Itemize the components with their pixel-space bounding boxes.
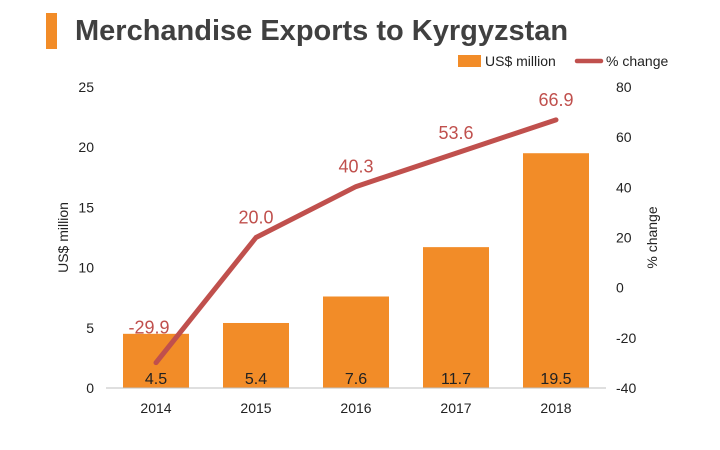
x-tick-label-2016: 2016 [340, 400, 371, 416]
bar-value-label-2016: 7.6 [345, 371, 367, 388]
line-value-label-2014: -29.9 [128, 318, 169, 338]
y-tick-label-25: 25 [78, 79, 94, 95]
y2-tick-label-40: 40 [616, 179, 632, 195]
y2-tick-label--40: -40 [616, 380, 636, 396]
bar-value-label-2018: 19.5 [540, 371, 571, 388]
legend-label-line: % change [606, 53, 668, 69]
line-value-label-2017: 53.6 [438, 123, 473, 143]
x-tick-label-2018: 2018 [540, 400, 571, 416]
y2-axis-title: % change [644, 206, 660, 268]
line-point-2015 [254, 236, 258, 239]
y2-tick-label-20: 20 [616, 230, 632, 246]
title-accent-bar [46, 13, 57, 49]
bar-2018 [523, 153, 589, 388]
chart-title: Merchandise Exports to Kyrgyzstan [75, 15, 569, 47]
y-tick-label-5: 5 [86, 320, 94, 336]
bar-value-label-2014: 4.5 [145, 371, 167, 388]
y2-tick-label-60: 60 [616, 129, 632, 145]
line-value-label-2016: 40.3 [338, 157, 373, 177]
x-tick-label-2017: 2017 [440, 400, 471, 416]
line-point-2016 [354, 185, 358, 189]
y-tick-label-0: 0 [86, 380, 94, 396]
bar-value-label-2015: 5.4 [245, 371, 267, 388]
x-tick-label-2014: 2014 [140, 400, 171, 416]
bar-2016 [323, 296, 389, 388]
line-value-label-2018: 66.9 [538, 90, 573, 110]
bar-2015 [223, 322, 289, 388]
y-tick-label-10: 10 [78, 260, 94, 276]
line-point-2018 [554, 118, 558, 122]
y-tick-label-20: 20 [78, 139, 94, 155]
legend-label-bar: US$ million [485, 53, 556, 69]
line-point-2017 [454, 151, 458, 155]
y2-tick-label--20: -20 [616, 330, 636, 346]
bar-value-label-2017: 11.7 [441, 371, 471, 388]
x-tick-label-2015: 2015 [240, 400, 271, 416]
y-axis-title: US$ million [55, 202, 71, 273]
legend-swatch-bar [458, 55, 481, 67]
line-point-2014 [154, 361, 158, 365]
y2-tick-label-80: 80 [616, 79, 632, 95]
y2-tick-label-0: 0 [616, 280, 624, 296]
line-value-label-2015: 20.0 [238, 208, 273, 228]
y-tick-label-15: 15 [78, 199, 94, 215]
bar-2017 [423, 247, 489, 388]
